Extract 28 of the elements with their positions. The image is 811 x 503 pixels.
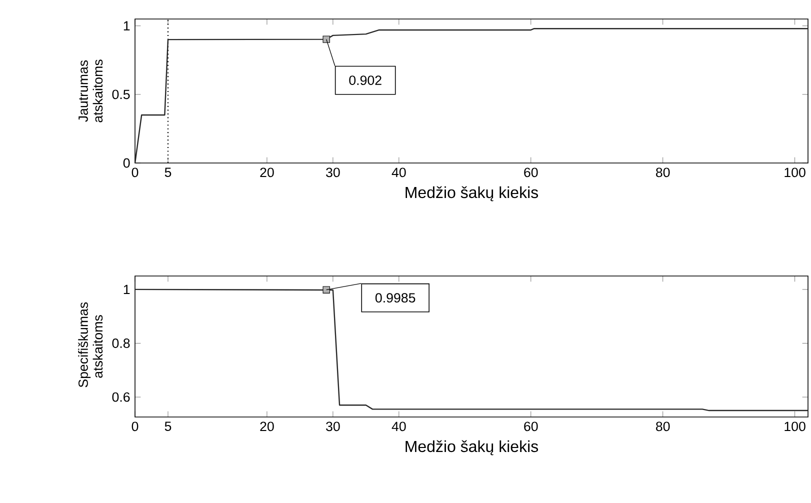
x-tick-label: 0 bbox=[132, 422, 138, 432]
y-tick-label: 0.6 bbox=[112, 392, 130, 402]
y-axis-title: Jautrumas atskaitoms bbox=[78, 60, 103, 122]
x-tick-label: 0 bbox=[132, 168, 138, 178]
x-tick-label: 30 bbox=[326, 168, 340, 178]
x-tick-label: 80 bbox=[656, 168, 670, 178]
x-tick-label: 60 bbox=[524, 422, 538, 432]
annotation: 0.9985 bbox=[375, 293, 416, 303]
x-tick-label: 5 bbox=[164, 168, 172, 177]
x-axis-title: Medžio šakų kiekis bbox=[406, 186, 538, 202]
y-axis-title: Specifiškumas atskaitoms bbox=[78, 302, 103, 388]
x-tick-label: 100 bbox=[784, 422, 806, 432]
y-tick-label: 1 bbox=[124, 284, 130, 294]
x-tick-label: 20 bbox=[260, 168, 274, 178]
x-tick-label: 40 bbox=[392, 168, 406, 178]
y-tick-label: 0.5 bbox=[112, 90, 130, 100]
y-tick-label: 0 bbox=[123, 158, 130, 168]
x-tick-label: 40 bbox=[392, 422, 406, 432]
y-tick-label: 1 bbox=[124, 21, 130, 30]
x-tick-label: 80 bbox=[656, 422, 670, 432]
x-tick-label: 20 bbox=[260, 422, 274, 432]
x-tick-label: 30 bbox=[326, 422, 340, 432]
y-tick-label: 0.8 bbox=[112, 338, 130, 348]
x-tick-label: 60 bbox=[524, 168, 538, 178]
annotation: 0.902 bbox=[349, 76, 382, 86]
x-tick-label: 5 bbox=[164, 422, 172, 431]
x-axis-title: Medžio šakų kiekis bbox=[406, 440, 538, 456]
x-tick-label: 100 bbox=[784, 168, 806, 178]
